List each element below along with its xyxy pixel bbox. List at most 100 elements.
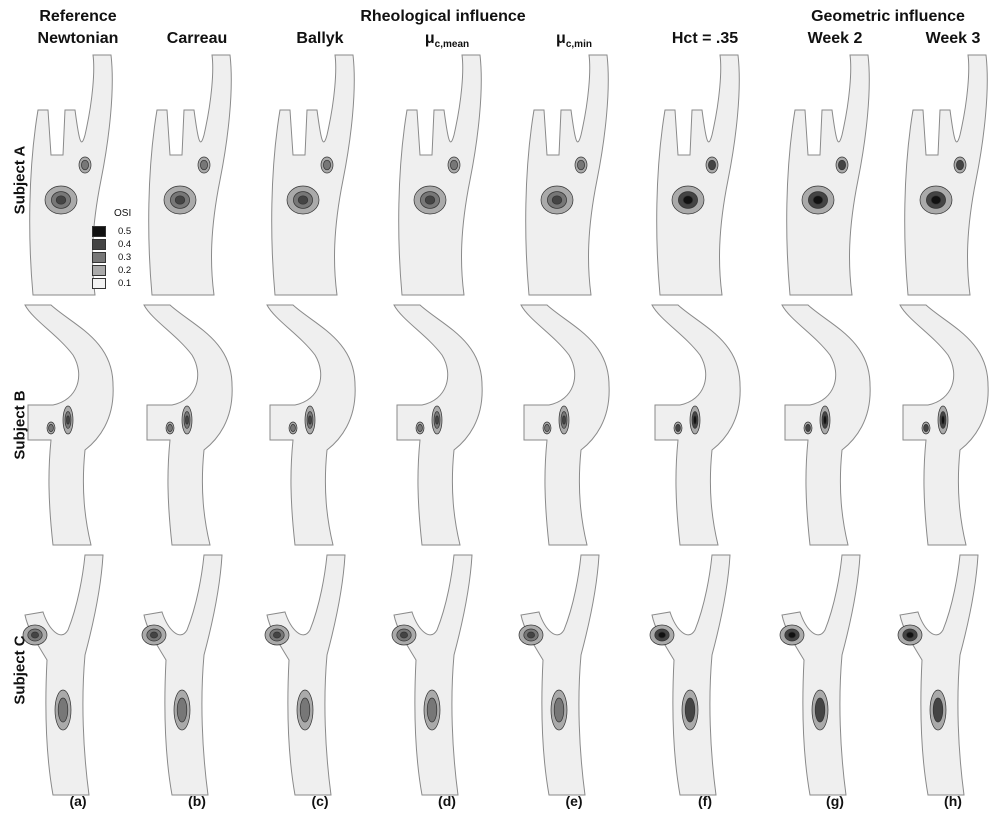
osi-contour-mid — [932, 697, 944, 723]
vessel-surface — [781, 554, 861, 796]
panel-label-e: (e) — [565, 793, 583, 809]
legend-swatch — [92, 265, 106, 276]
vessel-surface — [899, 554, 979, 796]
osi-contour-mid — [544, 424, 550, 432]
osi-contour-mid — [805, 424, 811, 432]
reference-header: Reference — [39, 8, 117, 25]
legend-level: 0.3 — [118, 252, 132, 263]
osi-contour-core — [273, 631, 281, 639]
osi-contour-mid — [450, 159, 458, 171]
osi-contour-mid — [81, 159, 89, 171]
rheological-influence-header: Rheological influence — [360, 8, 526, 25]
panel-label-d: (d) — [438, 793, 456, 809]
carreau-header: Carreau — [166, 30, 228, 47]
vessel-surface — [656, 54, 740, 296]
panel-label-g: (g) — [826, 793, 844, 809]
osi-contour-mid — [323, 159, 331, 171]
week2-header: Week 2 — [807, 30, 863, 47]
mu-symbol: μ — [424, 30, 435, 47]
osi-contour-mid — [684, 697, 696, 723]
panel-label-c: (c) — [311, 793, 329, 809]
week3-header: Week 3 — [925, 30, 981, 47]
vessel-surface — [786, 54, 870, 296]
legend-level: 0.5 — [118, 226, 132, 237]
osi-contour-mid — [200, 159, 208, 171]
vessel-surface — [143, 554, 223, 796]
geometric-influence-header: Geometric influence — [811, 8, 965, 25]
osi-contour-core — [906, 631, 914, 639]
osi-contour-core — [308, 415, 312, 425]
osi-contour-core — [150, 631, 158, 639]
osi-contour-mid — [426, 697, 438, 723]
osi-contour-mid — [708, 159, 716, 171]
panel-label-h: (h) — [944, 793, 962, 809]
osi-contour-mid — [167, 424, 173, 432]
osi-contour-core — [941, 415, 945, 425]
osi-contour-core — [66, 415, 70, 425]
legend-title: OSI — [114, 208, 132, 219]
vessel-surface — [525, 54, 609, 296]
osi-contour-mid — [176, 697, 188, 723]
osi-contour-core — [551, 195, 563, 205]
newtonian-header: Newtonian — [37, 30, 119, 47]
vessel-surface — [24, 554, 104, 796]
osi-contour-core — [823, 415, 827, 425]
mean-subscript: c,mean — [434, 39, 470, 51]
legend-swatch — [92, 226, 106, 237]
osi-contour-core — [812, 195, 824, 205]
osi-contour-mid — [838, 159, 846, 171]
vessel-surface — [398, 54, 482, 296]
osi-contour-mid — [675, 424, 681, 432]
osi-contour-mid — [553, 697, 565, 723]
panel-label-a: (a) — [69, 793, 87, 809]
osi-contour-core — [658, 631, 666, 639]
osi-contour-mid — [417, 424, 423, 432]
osi-contour-core — [31, 631, 39, 639]
mu-symbol: μ — [556, 30, 566, 47]
mu-c-min-header: μc,min — [556, 30, 592, 54]
legend-swatch — [92, 239, 106, 250]
vessel-surface — [148, 54, 232, 296]
osi-contour-mid — [299, 697, 311, 723]
osi-contour-mid — [48, 424, 54, 432]
osi-contour-mid — [290, 424, 296, 432]
panel-label-b: (b) — [188, 793, 206, 809]
min-subscript: c,min — [565, 39, 592, 51]
vessel-surface — [29, 54, 113, 296]
osi-contour-mid — [57, 697, 69, 723]
legend-row: 0.1 — [92, 278, 172, 291]
osi-contour-mid — [814, 697, 826, 723]
legend-level: 0.2 — [118, 265, 132, 276]
osi-contour-core — [297, 195, 309, 205]
osi-contour-core — [435, 415, 439, 425]
osi-contour-mid — [956, 159, 964, 171]
vessel-surface — [651, 554, 731, 796]
ballyk-header: Ballyk — [296, 30, 344, 47]
vessel-surface — [393, 554, 473, 796]
osi-contour-core — [693, 415, 697, 425]
legend-level: 0.4 — [118, 239, 132, 250]
legend-row: 0.2 — [92, 265, 172, 278]
osi-contour-mid — [577, 159, 585, 171]
hct-header: Hct = .35 — [671, 30, 739, 47]
vessel-surface — [904, 54, 988, 296]
legend-row: 0.4 — [92, 239, 172, 252]
osi-contour-core — [424, 195, 436, 205]
osi-contour-core — [185, 415, 189, 425]
osi-contour-core — [400, 631, 408, 639]
osi-contour-core — [527, 631, 535, 639]
osi-contour-core — [788, 631, 796, 639]
osi-contour-core — [174, 195, 186, 205]
osi-contour-mid — [923, 424, 929, 432]
osi-contour-core — [930, 195, 942, 205]
panel-label-f: (f) — [698, 793, 712, 809]
legend-level: 0.1 — [118, 278, 132, 289]
osi-contour-core — [562, 415, 566, 425]
mu-c-mean-header: μc,mean — [425, 30, 469, 54]
osi-contour-core — [682, 195, 694, 205]
vessel-surface — [266, 554, 346, 796]
osi-contour-core — [55, 195, 67, 205]
vessel-surface — [271, 54, 355, 296]
vessel-surface — [520, 554, 600, 796]
